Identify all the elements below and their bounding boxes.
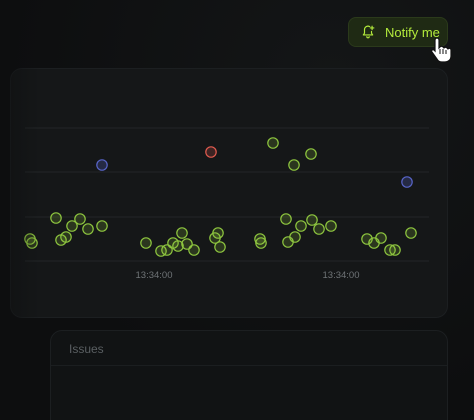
chart-x-ticks: 13:34:00 13:34:00	[136, 270, 360, 281]
chart-points	[24, 137, 417, 257]
chart-point-normal[interactable]	[267, 137, 279, 149]
chart-gridlines	[25, 127, 429, 262]
chart-point-normal[interactable]	[172, 240, 184, 252]
chart-point-normal[interactable]	[255, 237, 267, 249]
chart-point-normal[interactable]	[66, 220, 78, 232]
chart-point-normal[interactable]	[212, 227, 224, 239]
x-tick-label: 13:34:00	[136, 270, 173, 281]
chart-point-normal[interactable]	[305, 148, 317, 160]
chart-point-normal[interactable]	[405, 227, 417, 239]
issues-panel: Issues	[50, 330, 448, 420]
chart-point-error[interactable]	[205, 146, 217, 158]
chart-point-normal[interactable]	[96, 220, 108, 232]
issues-title: Issues	[69, 342, 104, 356]
chart-point-normal[interactable]	[389, 244, 401, 256]
chart-point-normal[interactable]	[325, 220, 337, 232]
chart-point-normal[interactable]	[26, 237, 38, 249]
chart-point-normal[interactable]	[188, 244, 200, 256]
notify-me-label: Notify me	[385, 24, 440, 40]
chart-point-normal[interactable]	[140, 237, 152, 249]
notify-me-button[interactable]: Notify me	[348, 17, 448, 47]
chart-point-normal[interactable]	[254, 233, 266, 245]
scatter-chart-card: 13:34:00 13:34:00	[10, 68, 448, 318]
chart-point-normal[interactable]	[214, 241, 226, 253]
chart-point-info[interactable]	[96, 159, 108, 171]
bell-plus-icon	[361, 25, 375, 39]
chart-point-normal[interactable]	[313, 223, 325, 235]
hand-pointer-cursor-icon	[430, 36, 452, 63]
chart-point-normal[interactable]	[295, 220, 307, 232]
chart-point-normal[interactable]	[289, 231, 301, 243]
chart-point-normal[interactable]	[306, 214, 318, 226]
chart-point-normal[interactable]	[375, 232, 387, 244]
chart-point-normal[interactable]	[60, 231, 72, 243]
chart-point-normal[interactable]	[50, 212, 62, 224]
x-tick-label: 13:34:00	[323, 270, 360, 281]
chart-point-normal[interactable]	[280, 213, 292, 225]
chart-point-normal[interactable]	[82, 223, 94, 235]
scatter-chart: 13:34:00 13:34:00	[24, 127, 429, 281]
chart-point-normal[interactable]	[288, 159, 300, 171]
chart-point-info[interactable]	[401, 176, 413, 188]
issues-divider	[51, 365, 447, 366]
chart-point-normal[interactable]	[176, 227, 188, 239]
chart-point-normal[interactable]	[74, 213, 86, 225]
